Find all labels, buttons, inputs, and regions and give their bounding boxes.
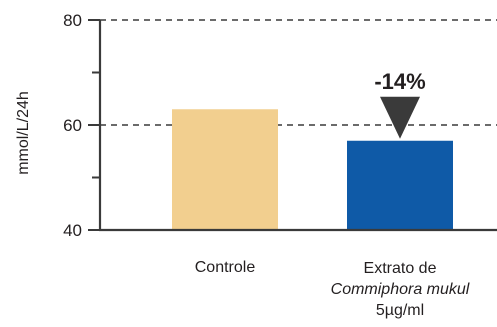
bar-1 (347, 140, 453, 230)
category-label-1-line-2: 5µg/ml (376, 302, 424, 319)
category-labels: Controle Extrato de Commiphora mukul 5µg/ml (195, 259, 470, 319)
annotation-label: -14% (374, 69, 425, 94)
y-axis-label: mmol/L/24h (15, 91, 32, 175)
gridlines (100, 19, 497, 126)
y-tick-label-60: 60 (63, 116, 82, 135)
category-label-0-line-0: Controle (195, 259, 256, 276)
bar-0 (172, 109, 278, 230)
bars (172, 109, 453, 230)
category-label-1-line-0: Extrato de (364, 260, 437, 277)
down-triangle-icon (380, 96, 420, 139)
annotation: -14% (374, 69, 426, 139)
y-tick-label-40: 40 (63, 221, 82, 240)
y-tick-label-80: 80 (63, 11, 82, 30)
category-label-1-line-1: Commiphora mukul (331, 281, 470, 298)
y-ticks: 40 60 80 (63, 11, 100, 240)
